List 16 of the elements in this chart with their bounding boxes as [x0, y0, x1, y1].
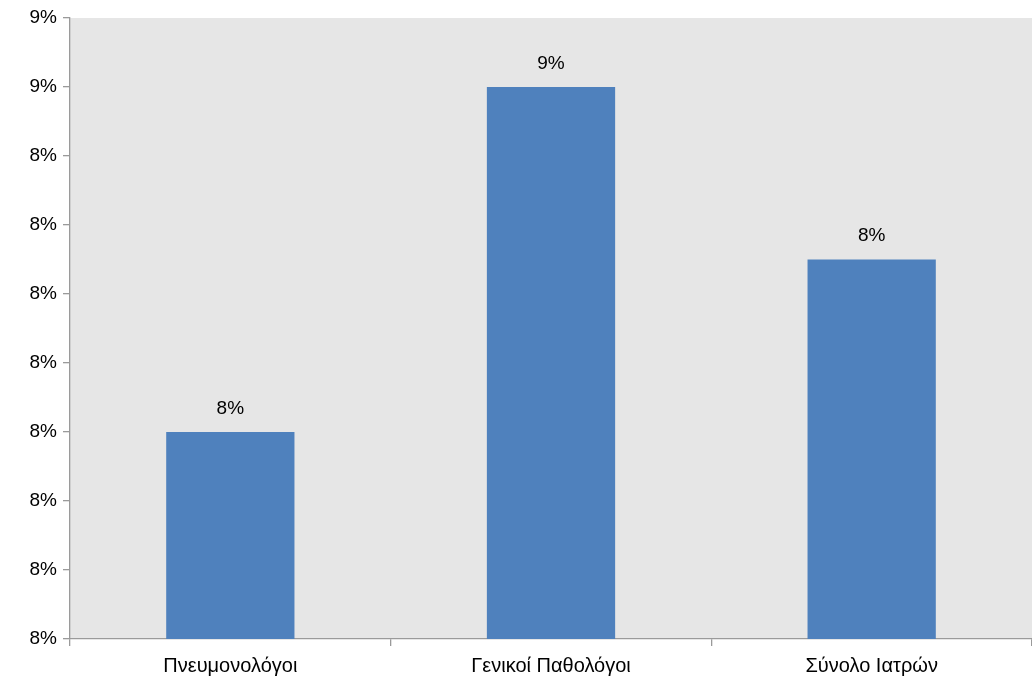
- y-tick-label: 9%: [29, 75, 58, 97]
- y-tick-label: 9%: [29, 6, 58, 28]
- y-tick-label: 8%: [29, 282, 58, 304]
- y-tick-label: 8%: [29, 489, 58, 511]
- data-label: 8%: [216, 396, 245, 418]
- x-tick-label: Πνευμονολόγοι: [163, 653, 298, 676]
- x-tick-label: Γενικοί Παθολόγοι: [471, 653, 631, 676]
- data-label: 8%: [857, 224, 886, 246]
- y-tick-label: 8%: [29, 213, 58, 235]
- y-tick-label: 8%: [29, 144, 58, 166]
- y-tick-label: 8%: [29, 627, 58, 649]
- y-tick-label: 8%: [29, 420, 58, 442]
- data-label: 9%: [537, 51, 565, 73]
- y-tick-label: 8%: [29, 351, 58, 373]
- y-tick-label: 8%: [29, 558, 58, 580]
- x-tick-label: Σύνολο Ιατρών: [805, 653, 938, 676]
